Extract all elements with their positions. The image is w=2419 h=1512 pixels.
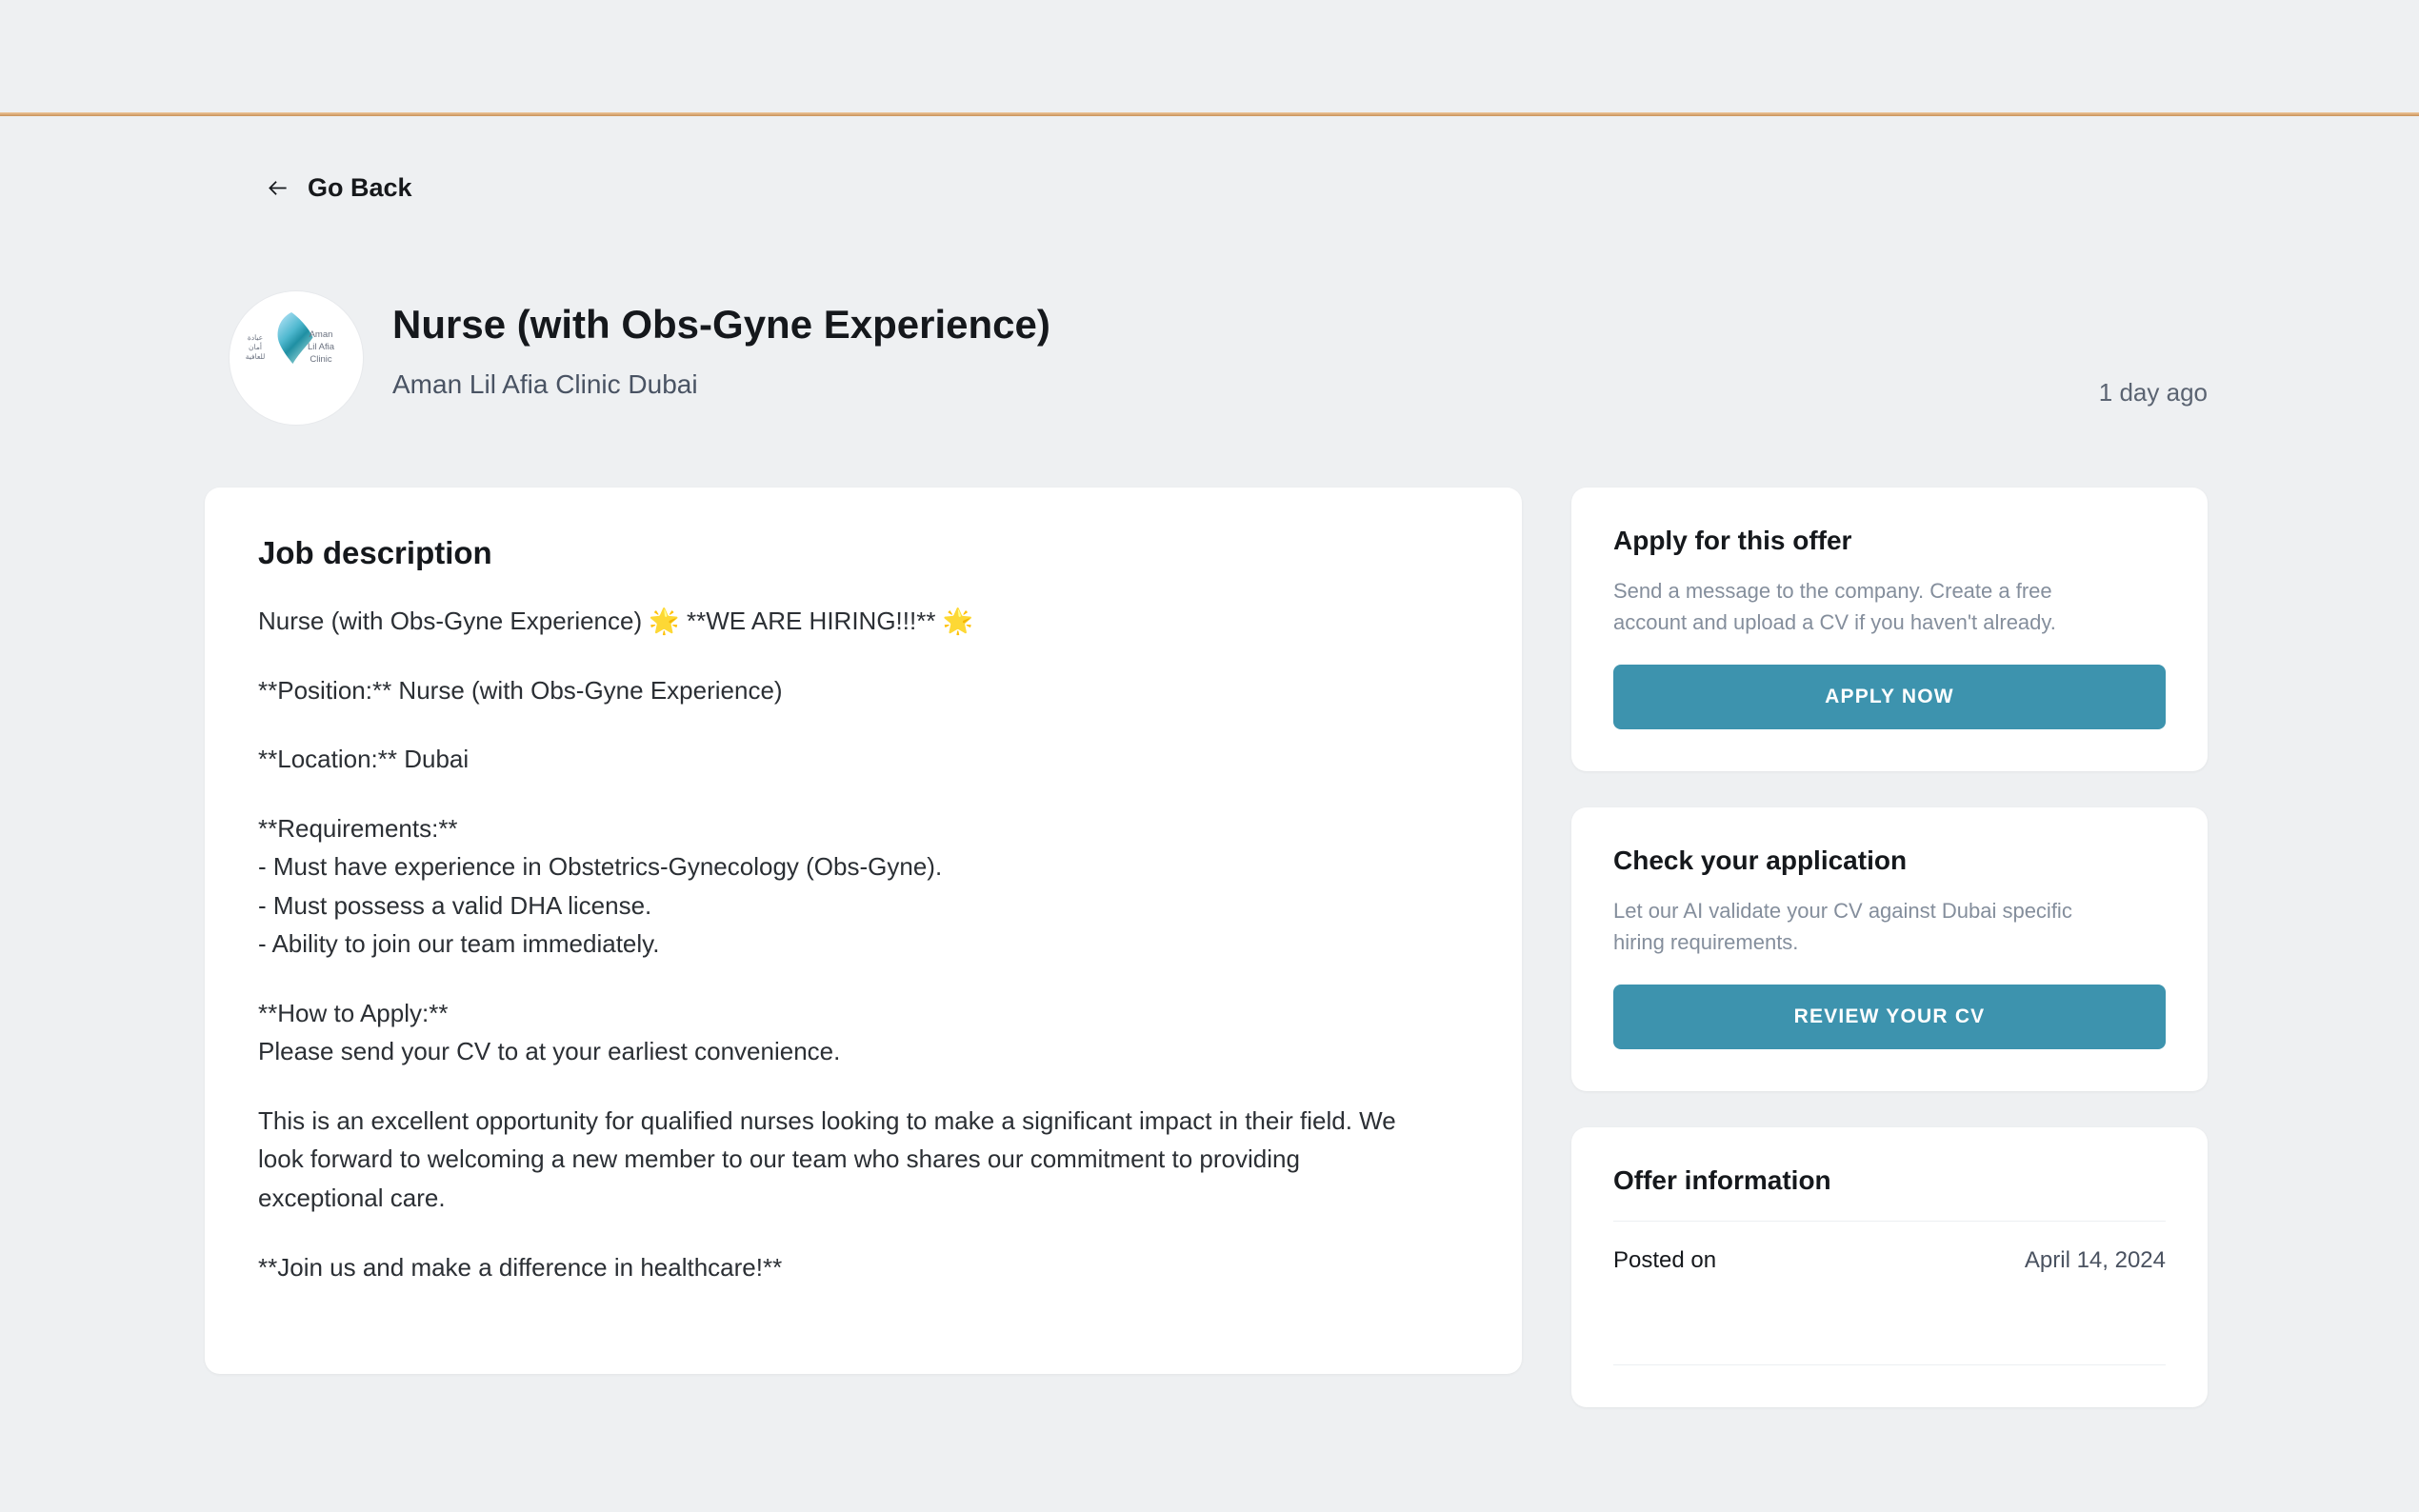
svg-text:Aman: Aman xyxy=(310,329,333,340)
svg-text:Clinic: Clinic xyxy=(310,354,331,365)
svg-text:أمان: أمان xyxy=(249,341,262,351)
svg-text:عيادة: عيادة xyxy=(248,333,263,342)
svg-text:Lil Afia: Lil Afia xyxy=(308,342,335,352)
svg-text:للعافية: للعافية xyxy=(246,352,266,361)
